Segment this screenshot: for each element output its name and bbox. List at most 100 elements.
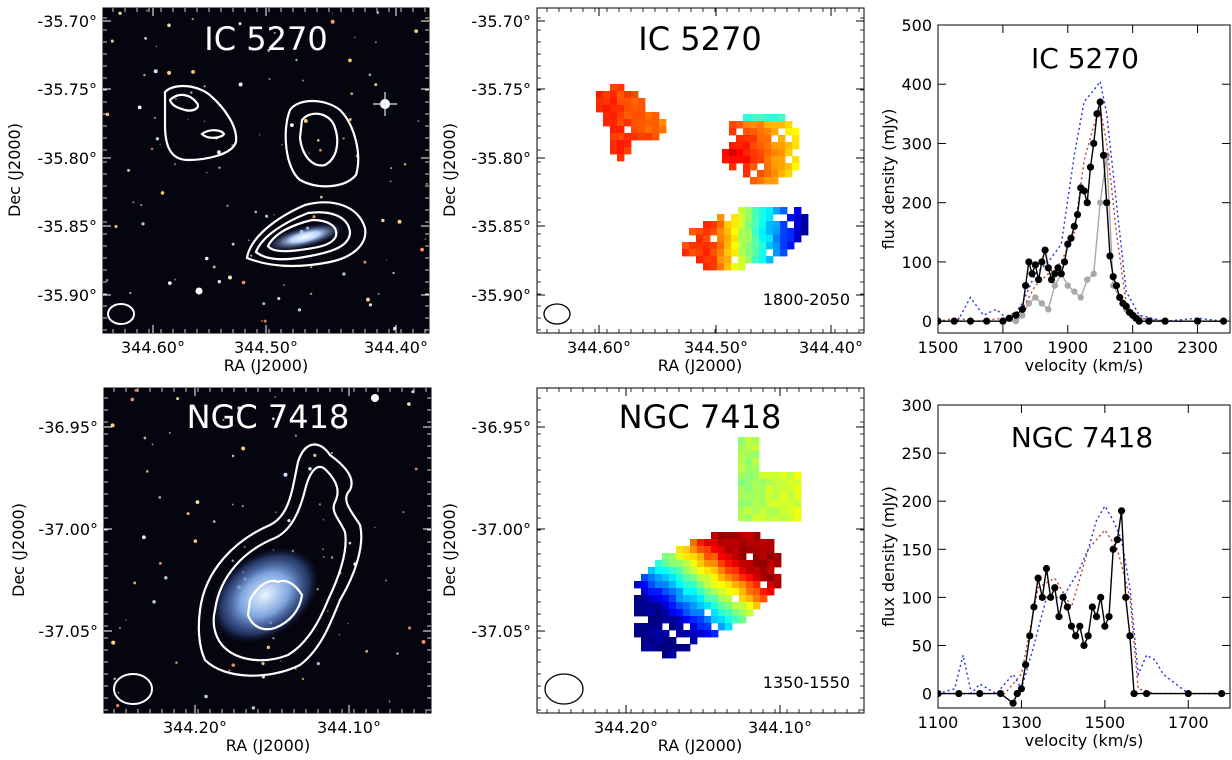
star xyxy=(303,118,308,123)
data-point xyxy=(1072,632,1080,640)
data-point xyxy=(983,317,991,325)
velocity-pixel xyxy=(725,560,733,568)
data-point xyxy=(1018,305,1026,313)
data-point xyxy=(1060,258,1069,266)
velocity-pixel xyxy=(760,588,768,596)
star xyxy=(348,118,352,122)
star xyxy=(408,626,412,630)
x-tick-label: 1500 xyxy=(1084,713,1125,732)
x-axis-label: RA (J2000) xyxy=(224,356,308,375)
star xyxy=(363,260,367,264)
velocity-pixel xyxy=(717,263,725,271)
velocity-pixel xyxy=(752,479,760,487)
series-line-red-dotted xyxy=(938,105,1224,322)
velocity-pixel xyxy=(750,177,758,185)
data-point xyxy=(1084,632,1092,640)
velocity-pixel xyxy=(725,567,733,575)
star xyxy=(336,428,339,430)
series-line-blue-dotted xyxy=(938,504,1222,696)
star xyxy=(152,600,156,604)
velocity-pixel xyxy=(717,221,725,229)
data-point xyxy=(1142,689,1151,698)
data-point xyxy=(1101,622,1109,630)
y-tick-label: -35.75° xyxy=(471,80,531,99)
velocity-pixel xyxy=(711,574,719,582)
star xyxy=(137,105,142,110)
data-point xyxy=(1051,584,1059,592)
star xyxy=(319,195,323,199)
velocity-pixel xyxy=(732,539,740,547)
star xyxy=(377,292,380,295)
star xyxy=(338,633,341,636)
y-tick-label: 100 xyxy=(901,253,932,272)
data-point xyxy=(1097,199,1104,206)
velocity-pixel xyxy=(746,588,754,596)
velocity-pixel xyxy=(696,242,704,250)
y-tick-label: -36.95° xyxy=(471,418,531,437)
velocity-pixel xyxy=(704,546,712,554)
velocity-pixel xyxy=(717,214,725,222)
data-point xyxy=(1034,276,1043,284)
velocity-pixel xyxy=(641,602,649,610)
data-point xyxy=(1067,622,1076,630)
spectrum-frame xyxy=(937,404,1231,709)
velocity-pixel xyxy=(801,214,809,222)
velocity-pixel xyxy=(676,567,684,575)
velocity-pixel xyxy=(759,214,767,222)
velocity-field-pixels xyxy=(634,437,802,659)
velocity-pixel xyxy=(753,546,761,554)
velocity-pixel xyxy=(711,588,719,596)
velocity-pixel xyxy=(610,133,618,141)
velocity-pixel xyxy=(767,539,775,547)
velocity-pixel xyxy=(785,128,793,136)
axes-ngc7418-optical: 344.20° 344.10° -36.95° -37.00° -37.05° RA (J… xyxy=(9,388,431,755)
velocity-pixel xyxy=(757,128,765,136)
velocity-pixel xyxy=(703,256,711,264)
velocity-pixel xyxy=(662,553,670,561)
hi-contours xyxy=(197,443,363,677)
velocity-pixel xyxy=(689,242,697,250)
velocity-pixel xyxy=(624,133,632,141)
star xyxy=(421,640,426,644)
velocity-pixel xyxy=(729,163,737,171)
star xyxy=(385,259,388,261)
panel-ic5270-spectrum: IC 5270 1500 1700 1900 2100 2300 0 100 200 300 40… xyxy=(879,16,1231,375)
star xyxy=(173,163,176,166)
velocity-pixel xyxy=(645,133,653,141)
velocity-pixel xyxy=(780,500,788,508)
velocity-pixel xyxy=(745,465,753,473)
velocity-pixel xyxy=(724,235,732,243)
velocity-pixel xyxy=(774,560,782,568)
star xyxy=(114,224,118,229)
velocity-pixel xyxy=(662,630,670,638)
velocity-pixel xyxy=(745,437,753,445)
velocity-pixel xyxy=(766,256,774,264)
star xyxy=(388,701,391,703)
star xyxy=(167,23,171,28)
star xyxy=(251,706,256,710)
velocity-pixel xyxy=(596,91,604,99)
star xyxy=(374,83,378,87)
velocity-pixel xyxy=(773,228,781,236)
velocity-pixel xyxy=(683,602,691,610)
velocity-pixel xyxy=(759,256,767,264)
velocity-pixel xyxy=(662,637,670,645)
y-axis-label: Dec (J2000) xyxy=(440,503,459,597)
spectrum-frame xyxy=(937,24,1231,334)
velocity-pixel xyxy=(750,142,758,150)
velocity-pixel xyxy=(617,133,625,141)
bright-star-spikes xyxy=(373,92,397,116)
velocity-pixel xyxy=(766,500,774,508)
velocity-pixel xyxy=(634,595,642,603)
contour-inner-galaxy xyxy=(254,211,352,261)
velocity-pixel xyxy=(603,119,611,127)
star xyxy=(348,58,352,63)
contour-north-east-cloud xyxy=(163,84,238,162)
velocity-pixel xyxy=(676,602,684,610)
velocity-pixel xyxy=(703,235,711,243)
velocity-pixel xyxy=(676,595,684,603)
panel-title: NGC 7418 xyxy=(1011,421,1153,454)
velocity-pixel xyxy=(731,221,739,229)
velocity-pixel xyxy=(676,560,684,568)
velocity-pixel xyxy=(669,588,677,596)
